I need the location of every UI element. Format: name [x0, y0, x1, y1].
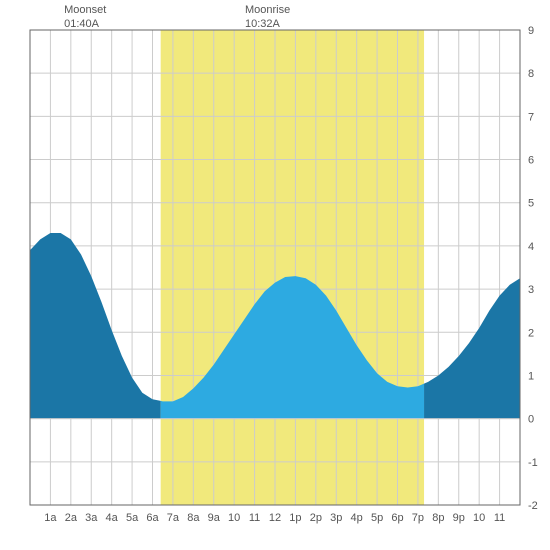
svg-text:-1: -1	[528, 457, 538, 469]
svg-text:8: 8	[528, 68, 534, 80]
svg-text:7: 7	[528, 111, 534, 123]
svg-text:1a: 1a	[44, 512, 57, 524]
svg-text:2: 2	[528, 327, 534, 339]
svg-text:2a: 2a	[65, 512, 78, 524]
svg-text:9p: 9p	[453, 512, 465, 524]
svg-text:10: 10	[473, 512, 485, 524]
svg-text:7a: 7a	[167, 512, 180, 524]
svg-text:11: 11	[249, 512, 260, 524]
moonrise-annotation: Moonrise 10:32A	[245, 3, 290, 32]
svg-text:5: 5	[528, 198, 534, 210]
svg-text:10: 10	[228, 512, 240, 524]
svg-text:4: 4	[528, 241, 534, 253]
svg-text:12: 12	[269, 512, 281, 524]
moonrise-title: Moonrise	[245, 3, 290, 17]
moonset-time: 01:40A	[64, 17, 106, 31]
svg-text:5p: 5p	[371, 512, 383, 524]
svg-text:6p: 6p	[391, 512, 403, 524]
svg-text:4a: 4a	[106, 512, 119, 524]
svg-text:7p: 7p	[412, 512, 424, 524]
svg-text:3a: 3a	[85, 512, 98, 524]
svg-text:1p: 1p	[289, 512, 301, 524]
svg-text:2p: 2p	[310, 512, 322, 524]
tide-chart: 1a2a3a4a5a6a7a8a9a1011121p2p3p4p5p6p7p8p…	[0, 0, 550, 550]
svg-text:11: 11	[494, 512, 505, 524]
svg-text:9a: 9a	[208, 512, 221, 524]
moonset-annotation: Moonset 01:40A	[64, 3, 106, 32]
svg-text:3p: 3p	[330, 512, 342, 524]
svg-text:1: 1	[528, 370, 534, 382]
moonrise-time: 10:32A	[245, 17, 290, 31]
svg-text:3: 3	[528, 284, 534, 296]
svg-text:5a: 5a	[126, 512, 139, 524]
svg-text:6a: 6a	[146, 512, 159, 524]
svg-text:8p: 8p	[432, 512, 444, 524]
svg-text:-2: -2	[528, 500, 538, 512]
moonset-title: Moonset	[64, 3, 106, 17]
svg-text:6: 6	[528, 155, 534, 167]
svg-text:8a: 8a	[187, 512, 200, 524]
svg-text:0: 0	[528, 414, 534, 426]
svg-text:4p: 4p	[351, 512, 363, 524]
svg-text:9: 9	[528, 25, 534, 37]
chart-svg: 1a2a3a4a5a6a7a8a9a1011121p2p3p4p5p6p7p8p…	[0, 0, 550, 550]
